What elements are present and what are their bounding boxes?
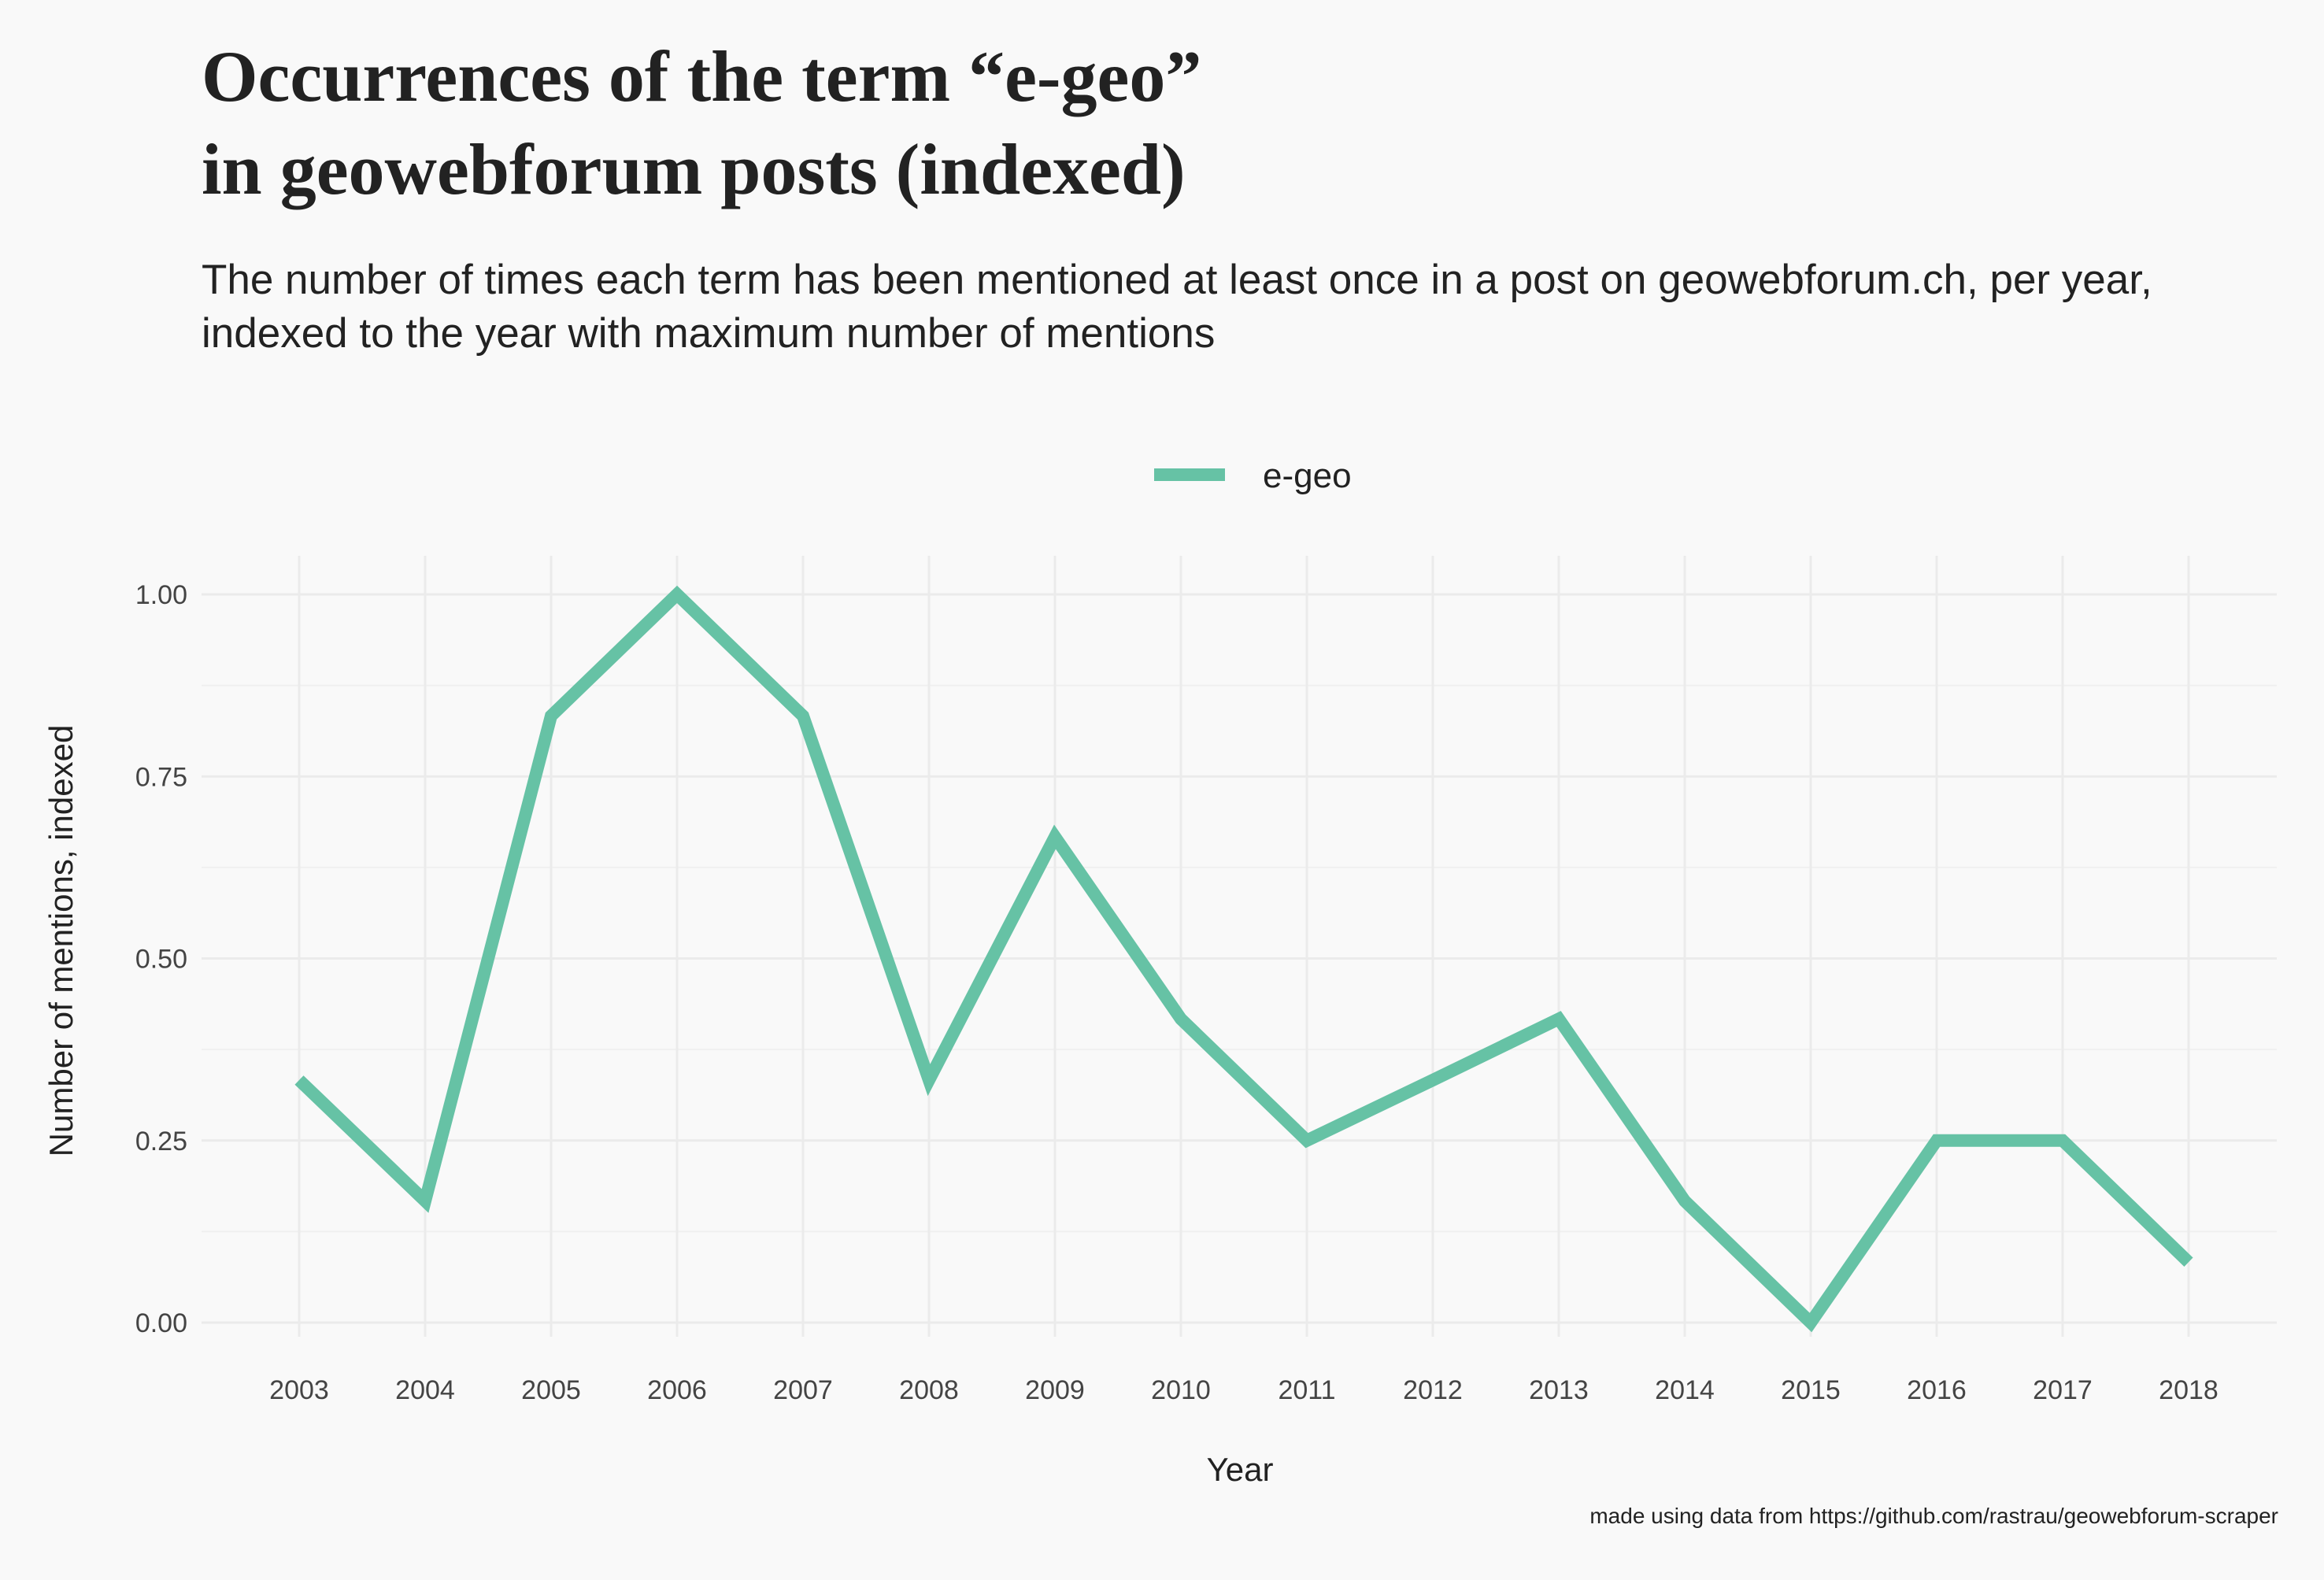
x-tick-label: 2013 [1529, 1375, 1589, 1405]
data-point [923, 1074, 935, 1086]
data-point [1804, 1316, 1817, 1329]
data-point [671, 588, 683, 601]
y-tick-label: 0.25 [135, 1127, 187, 1156]
x-tick-label: 2012 [1403, 1375, 1463, 1405]
chart-subtitle: The number of times each term has been m… [202, 253, 2152, 361]
data-point [797, 709, 809, 722]
x-tick-label: 2017 [2033, 1375, 2093, 1405]
legend: e-geo [1154, 457, 1352, 495]
x-tick-label: 2007 [773, 1375, 833, 1405]
x-tick-label: 2003 [269, 1375, 329, 1405]
legend-label-e-geo: e-geo [1263, 457, 1352, 495]
x-tick-label: 2005 [521, 1375, 581, 1405]
data-point [1678, 1195, 1691, 1208]
y-tick-label: 0.75 [135, 762, 187, 792]
data-point [293, 1074, 305, 1086]
x-tick-label: 2015 [1781, 1375, 1841, 1405]
data-source-caption: made using data from https://github.com/… [1589, 1504, 2278, 1528]
x-tick-label: 2016 [1907, 1375, 1967, 1405]
series-layer [293, 585, 2195, 1333]
x-tick-label: 2014 [1655, 1375, 1715, 1405]
y-axis-title: Number of mentions, indexed [43, 725, 80, 1157]
series-line-e-geo [294, 585, 2193, 1333]
x-tick-label: 2009 [1025, 1375, 1085, 1405]
data-point [1049, 831, 1061, 843]
data-point [1930, 1134, 1943, 1147]
chart-title: Occurrences of the term “e-geo” in geowe… [202, 30, 1201, 216]
x-tick-label: 2018 [2159, 1375, 2219, 1405]
y-tick-label: 0.50 [135, 945, 187, 975]
x-tick-label: 2004 [395, 1375, 455, 1405]
data-point [545, 709, 557, 722]
data-point [419, 1195, 431, 1208]
chart-subtitle-line-1: The number of times each term has been m… [202, 257, 2152, 303]
data-point [1427, 1074, 1439, 1086]
data-point [2056, 1134, 2069, 1147]
x-tick-label: 2010 [1151, 1375, 1211, 1405]
y-tick-label: 0.00 [135, 1308, 187, 1338]
chart-title-line-2: in geowebforum posts (indexed) [202, 129, 1186, 209]
x-tick-label: 2011 [1278, 1375, 1335, 1405]
data-point [1552, 1012, 1565, 1025]
axes: 0.00 0.25 0.50 0.75 1.00 2003 2004 2005 2006 2007… [135, 580, 2219, 1405]
data-point [1301, 1134, 1313, 1147]
grid [202, 556, 2277, 1337]
x-axis-title: Year [1207, 1451, 1274, 1488]
x-tick-label: 2008 [899, 1375, 959, 1405]
data-point [1175, 1012, 1187, 1025]
chart-subtitle-line-2: indexed to the year with maximum number … [202, 310, 1216, 357]
chart-title-line-1: Occurrences of the term “e-geo” [202, 36, 1202, 117]
data-point [2182, 1256, 2195, 1268]
x-tick-label: 2006 [647, 1375, 707, 1405]
y-tick-label: 1.00 [135, 580, 187, 610]
